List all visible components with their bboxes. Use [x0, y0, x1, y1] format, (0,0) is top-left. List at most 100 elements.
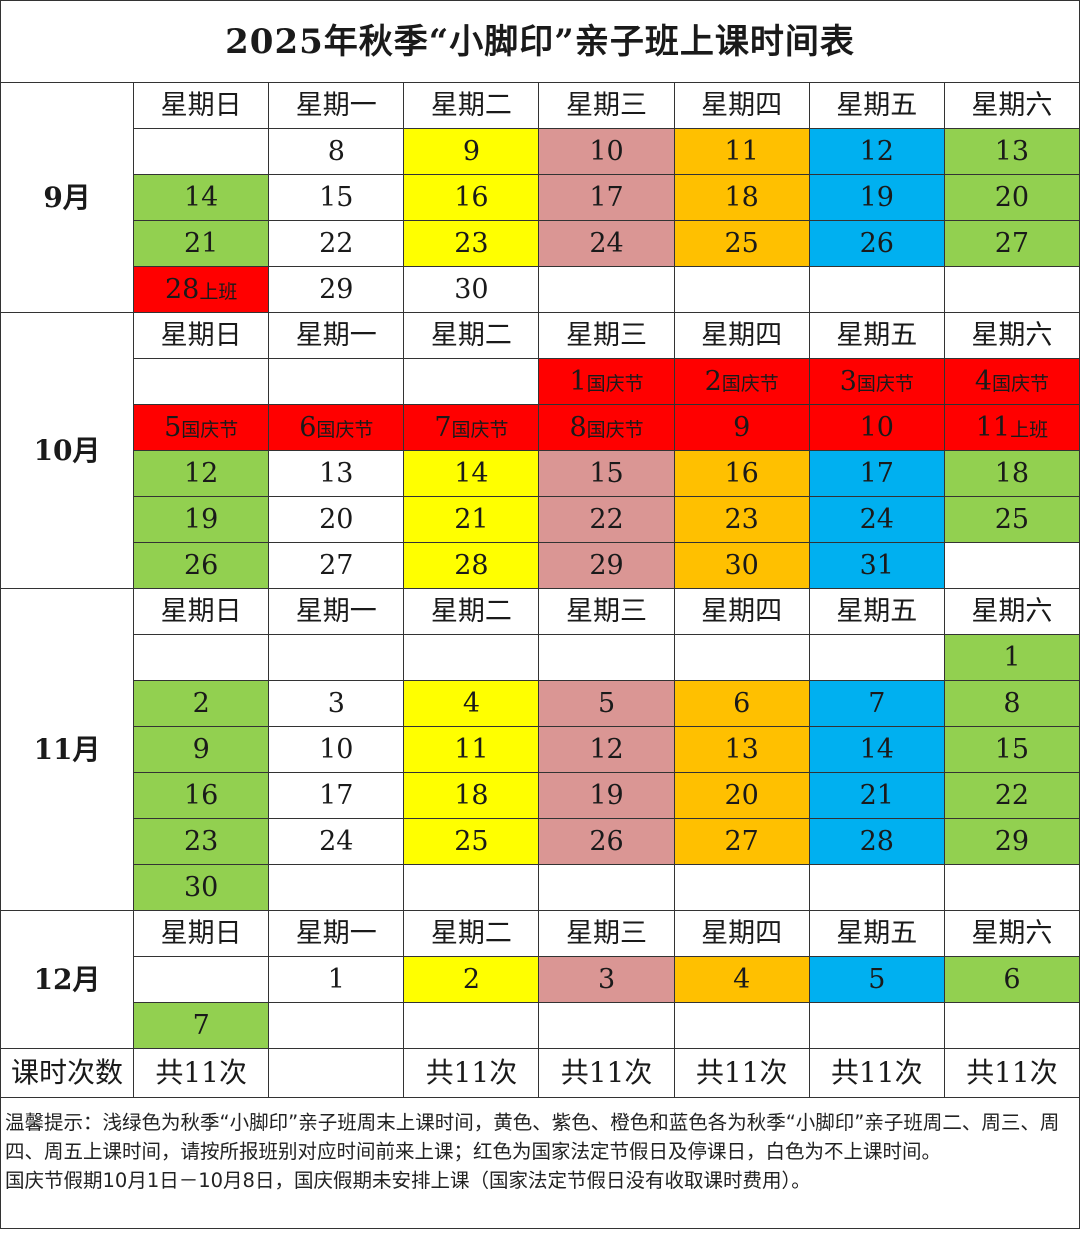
- day-note: 国庆节: [316, 419, 374, 441]
- day-cell: 28: [403, 542, 540, 589]
- day-number: 20: [319, 504, 354, 535]
- count-value: 共11次: [538, 1048, 675, 1098]
- weekday-header: 星期四: [673, 82, 810, 129]
- weekday-header: 星期三: [538, 312, 675, 359]
- day-cell: 11: [403, 726, 540, 773]
- day-number: 9: [733, 412, 751, 443]
- day-number: 28: [859, 826, 894, 857]
- day-cell: 15: [943, 726, 1080, 773]
- day-cell: [673, 1002, 810, 1049]
- day-cell: [133, 956, 270, 1003]
- week-row: 1国庆节 2国庆节 3国庆节 4国庆节: [1, 358, 1080, 405]
- day-cell: [403, 1002, 540, 1049]
- day-cell: [403, 634, 540, 681]
- day-number: 4: [733, 964, 751, 995]
- month-label: 12月: [0, 910, 135, 1049]
- day-number: 10: [319, 734, 354, 765]
- day-cell: 22: [943, 772, 1080, 819]
- day-cell: 21: [133, 220, 270, 267]
- week-row: 30: [1, 864, 1080, 911]
- day-cell: 25: [403, 818, 540, 865]
- day-number: 7: [868, 688, 886, 719]
- week-row: 16 17 18 19 20 21 22: [1, 772, 1080, 819]
- day-number: 2: [462, 964, 481, 995]
- day-cell: 5国庆节: [133, 404, 270, 451]
- week-row: 2 3 4 5 6 7 8: [1, 680, 1080, 727]
- weekday-header-row: 9月 星期日 星期一 星期二 星期三 星期四 星期五 星期六: [0, 82, 1080, 313]
- day-number: 1: [1003, 642, 1021, 673]
- day-cell: 21: [808, 772, 945, 819]
- day-cell: [808, 864, 945, 911]
- week-row: 26 27 28 29 30 31: [1, 542, 1080, 589]
- day-cell: 19: [133, 496, 270, 543]
- day-cell: 8国庆节: [538, 404, 675, 451]
- day-number: 16: [724, 458, 759, 489]
- day-number: 10: [589, 136, 624, 167]
- day-number: 21: [859, 780, 894, 811]
- day-cell: [808, 1002, 945, 1049]
- day-cell: 15: [538, 450, 675, 497]
- day-cell: 4国庆节: [943, 358, 1080, 405]
- day-cell: 14: [403, 450, 540, 497]
- day-number: 19: [183, 504, 219, 535]
- day-cell: 24: [268, 818, 405, 865]
- day-cell: [133, 128, 270, 175]
- day-cell: 19: [538, 772, 675, 819]
- day-cell: 11: [673, 128, 810, 175]
- weekday-header-row: 12月 星期日 星期一 星期二 星期三 星期四 星期五 星期六: [0, 910, 1080, 1049]
- week-row: 5国庆节 6国庆节 7国庆节 8国庆节 9 10 11上班: [1, 404, 1080, 451]
- day-cell: 25: [673, 220, 810, 267]
- day-number: 30: [724, 550, 759, 581]
- page-title: 2025年秋季“小脚印”亲子班上课时间表: [0, 0, 1080, 83]
- day-cell: 9: [133, 726, 270, 773]
- day-cell: 29: [943, 818, 1080, 865]
- day-number: 11: [454, 734, 489, 765]
- day-cell: [133, 358, 270, 405]
- weekday-header: 星期日: [133, 82, 270, 129]
- notes: 温馨提示：浅绿色为秋季“小脚印”亲子班周末上课时间，黄色、紫色、橙色和蓝色各为秋…: [0, 1098, 1080, 1229]
- day-cell: 11上班: [943, 404, 1080, 451]
- day-cell: [943, 266, 1080, 313]
- note-tip: 温馨提示：浅绿色为秋季“小脚印”亲子班周末上课时间，黄色、紫色、橙色和蓝色各为秋…: [5, 1111, 1060, 1163]
- day-cell: [538, 864, 675, 911]
- day-cell: [268, 634, 405, 681]
- day-number: 23: [183, 826, 219, 857]
- day-note: 国庆节: [856, 373, 914, 395]
- day-cell: 20: [268, 496, 405, 543]
- day-cell: 17: [538, 174, 675, 221]
- day-cell: 16: [673, 450, 810, 497]
- weekday-header: 星期五: [808, 910, 945, 957]
- day-cell: [538, 1002, 675, 1049]
- day-cell: 30: [133, 864, 270, 911]
- day-number: 5: [868, 964, 886, 995]
- day-cell: [133, 634, 270, 681]
- day-number: 31: [859, 550, 894, 581]
- day-number: 23: [724, 504, 759, 535]
- week-row: 14 15 16 17 18 19 20: [1, 174, 1080, 221]
- count-value: 共11次: [673, 1048, 810, 1098]
- weekday-header: 星期四: [673, 588, 810, 635]
- day-number: 14: [183, 182, 219, 213]
- day-cell: 6国庆节: [268, 404, 405, 451]
- weekday-header: 星期一: [268, 910, 405, 957]
- day-number: 8: [569, 412, 587, 443]
- day-cell: 13: [943, 128, 1080, 175]
- weekday-header: 星期日: [133, 312, 270, 359]
- day-cell: 26: [133, 542, 270, 589]
- day-number: 12: [589, 734, 624, 765]
- day-cell: 22: [268, 220, 405, 267]
- day-cell: 31: [808, 542, 945, 589]
- note-holiday: 国庆节假期10月1日－10月8日，国庆假期未安排上课（国家法定节假日没有收取课时…: [5, 1169, 811, 1192]
- weekday-header: 星期五: [808, 588, 945, 635]
- weekday-header: 星期二: [403, 82, 540, 129]
- day-cell: 27: [268, 542, 405, 589]
- day-cell: 14: [808, 726, 945, 773]
- day-cell: 4: [673, 956, 810, 1003]
- day-cell: [808, 634, 945, 681]
- day-cell: 10: [268, 726, 405, 773]
- weekday-header: 星期三: [538, 588, 675, 635]
- day-number: 3: [327, 688, 345, 719]
- day-number: 30: [454, 274, 489, 305]
- day-cell: 2: [403, 956, 540, 1003]
- day-number: 1: [569, 366, 587, 397]
